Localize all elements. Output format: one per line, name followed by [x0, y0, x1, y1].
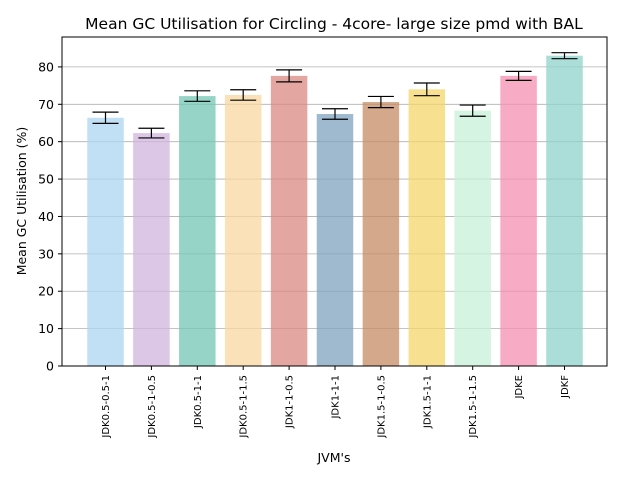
x-tick-label: JDK0.5-1-1.5	[239, 375, 250, 439]
x-axis-label: JVM's	[317, 450, 351, 465]
bar	[362, 102, 400, 366]
x-tick-label: JDK1.5-1-0.5	[376, 375, 387, 439]
y-tick-label: 60	[38, 134, 54, 149]
x-axis: JDK0.5-0.5-1 JDK0.5-1-0.5 JDK0.5-1-1 JDK0.5…	[101, 366, 571, 439]
x-tick-label: JDKE	[514, 375, 525, 400]
bar	[224, 94, 262, 367]
bar	[454, 110, 491, 366]
x-tick-label: JDK1-1-1	[331, 375, 342, 420]
y-axis: 0 10 20 30 40 50 60 70 80	[38, 59, 62, 374]
y-tick-label: 40	[38, 209, 54, 224]
x-tick-label: JDK1.5-1-1	[422, 375, 433, 429]
bar	[500, 75, 537, 366]
y-tick-label: 0	[46, 359, 54, 374]
x-tick-label: JDK0.5-1-0.5	[147, 375, 158, 439]
x-tick-label: JDK1-1-0.5	[285, 375, 296, 429]
y-tick-label: 20	[38, 284, 54, 299]
x-tick-label: JDK0.5-0.5-1	[101, 375, 112, 439]
bar	[408, 89, 446, 366]
bars	[87, 55, 583, 367]
y-tick-label: 30	[38, 246, 54, 261]
chart-title: Mean GC Utilisation for Circling - 4core…	[85, 15, 583, 33]
bar	[316, 114, 354, 367]
y-tick-label: 80	[38, 59, 54, 74]
y-tick-label: 10	[38, 321, 54, 336]
x-tick-label: JDK1.5-1-1.5	[468, 375, 479, 439]
x-tick-label: JDKF	[560, 375, 571, 399]
y-tick-label: 50	[38, 172, 54, 187]
bar	[87, 117, 124, 366]
bar	[179, 96, 216, 366]
error-bars	[92, 52, 578, 139]
bar	[270, 75, 308, 366]
y-axis-label: Mean GC Utilisation (%)	[14, 127, 29, 276]
y-tick-label: 70	[38, 97, 54, 112]
bar	[133, 133, 170, 366]
x-tick-label: JDK0.5-1-1	[193, 375, 204, 429]
bar	[546, 55, 583, 367]
